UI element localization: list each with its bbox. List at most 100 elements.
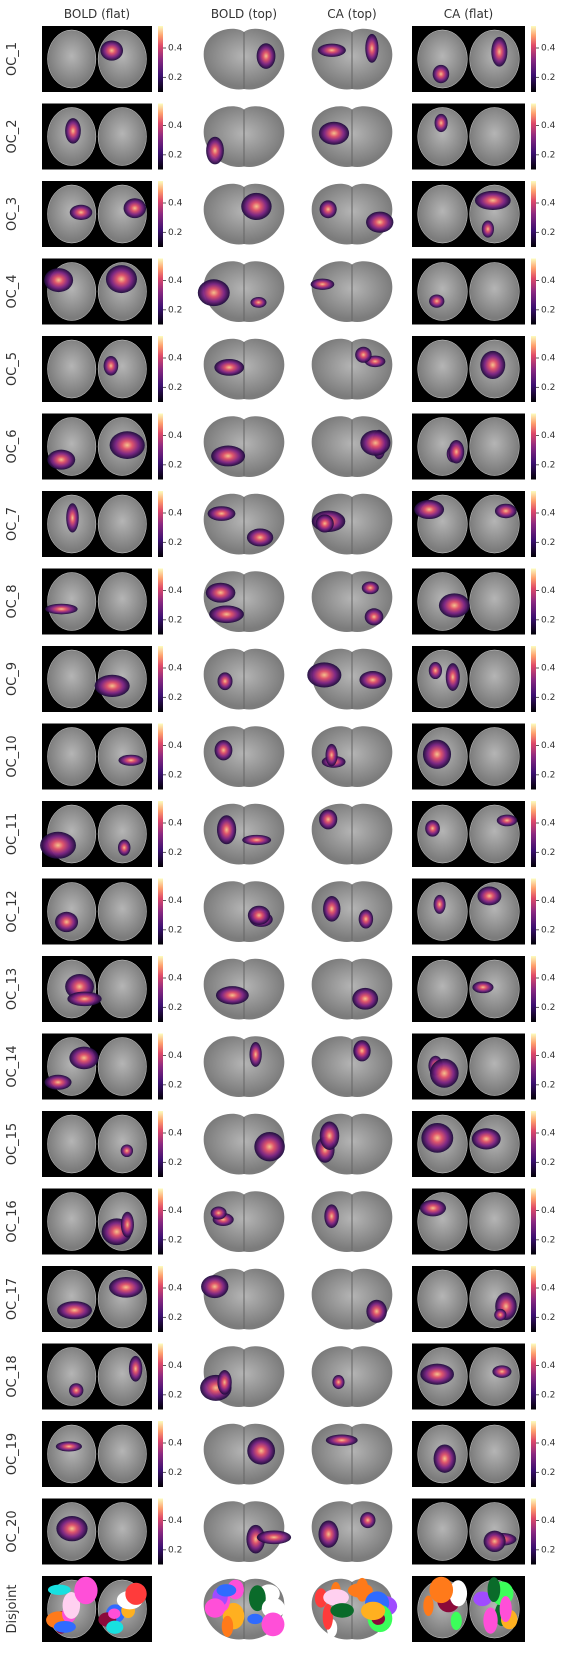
colorbar [531, 181, 536, 247]
colorbar [158, 181, 163, 247]
parcel [423, 1595, 434, 1617]
hemisphere [417, 649, 468, 709]
brain-map [42, 1266, 152, 1332]
colorbar-tick-label: 0.2 [168, 383, 182, 393]
colorbar-tick-label: 0.4 [541, 354, 556, 364]
colorbar-tick-label: 0.4 [168, 896, 183, 906]
colorbar [158, 723, 163, 790]
colorbar-tick-label: 0.2 [541, 1158, 555, 1168]
brain-map [311, 338, 393, 400]
colorbar-tick-label: 0.2 [541, 1003, 555, 1013]
brain-map [412, 1576, 525, 1642]
colorbar-tick-label: 0.2 [541, 1313, 555, 1323]
colorbar [158, 1498, 163, 1565]
hemisphere [417, 107, 468, 166]
activation [481, 220, 494, 238]
brain-map [42, 103, 152, 170]
parcel [261, 1597, 285, 1619]
colorbar-tick-label: 0.2 [168, 150, 182, 160]
brain-map [42, 1111, 152, 1177]
brain-map [203, 1113, 285, 1175]
colorbar-tick-label: 0.4 [541, 44, 556, 54]
colorbar-tick-label: 0.4 [541, 1439, 556, 1449]
notch [91, 218, 103, 247]
row-label: Disjoint [5, 1585, 20, 1634]
row-label: OC_20 [5, 1510, 20, 1552]
notch [462, 1303, 475, 1332]
brain-map [42, 1421, 152, 1487]
colorbar-tick-label: 0.4 [168, 1206, 183, 1216]
activation [474, 190, 511, 211]
activation [310, 278, 335, 290]
colorbar-tick-label: 0.4 [168, 509, 183, 519]
activation [128, 1355, 143, 1382]
activation [353, 1040, 371, 1062]
colorbar-tick-label: 0.4 [168, 1439, 183, 1449]
colorbar-tick-label: 0.2 [541, 1235, 555, 1245]
notch [462, 1380, 475, 1410]
colorbar [531, 1343, 536, 1410]
activation [323, 896, 341, 922]
hemisphere [469, 959, 520, 1019]
brain-map [311, 183, 394, 245]
activation [471, 1128, 501, 1150]
parcel [204, 1598, 226, 1618]
colorbar-tick-label: 0.4 [541, 974, 556, 984]
colorbar [531, 646, 536, 712]
row-label: OC_11 [5, 813, 20, 855]
colorbar-tick-label: 0.4 [541, 896, 556, 906]
activation [216, 815, 237, 845]
colorbar-tick-label: 0.2 [168, 925, 182, 935]
parcel [323, 1589, 349, 1606]
notch [91, 295, 103, 325]
hemisphere [417, 804, 468, 864]
hemisphere [97, 882, 147, 941]
colorbar-tick-label: 0.4 [541, 276, 556, 286]
row-label: OC_10 [5, 735, 20, 777]
activation [45, 603, 78, 615]
colorbar [158, 801, 163, 867]
brain-map [203, 726, 285, 788]
column-title: BOLD (top) [211, 7, 277, 21]
colorbar [158, 1343, 163, 1410]
colorbar-tick-label: 0.4 [168, 974, 183, 984]
row-label: OC_1 [5, 42, 20, 76]
activation [448, 439, 465, 464]
colorbar-tick-label: 0.4 [168, 1361, 183, 1371]
activation [325, 1434, 358, 1446]
brain-map [42, 413, 152, 480]
activation [69, 1383, 84, 1398]
brain-map [307, 648, 393, 710]
hemisphere [47, 572, 97, 631]
notch [462, 993, 475, 1022]
hemisphere [47, 1114, 97, 1174]
activation [425, 820, 440, 837]
activation [483, 1530, 506, 1553]
colorbar [158, 568, 163, 635]
activation [429, 294, 445, 308]
hemisphere [417, 184, 468, 244]
colorbar-tick-label: 0.4 [168, 1129, 183, 1139]
activation [318, 121, 350, 145]
brain-map [412, 568, 525, 635]
colorbar [531, 1266, 536, 1332]
activation [94, 674, 130, 697]
row-label: OC_18 [5, 1355, 20, 1397]
brain-map [311, 958, 393, 1020]
notch [91, 1303, 103, 1332]
notch [462, 1070, 475, 1100]
row-label: OC_7 [5, 507, 20, 541]
parcel [483, 1607, 498, 1634]
colorbar-tick-label: 0.4 [168, 121, 183, 131]
colorbar-tick-label: 0.2 [168, 693, 182, 703]
colorbar-tick-label: 0.4 [541, 664, 556, 674]
parcel [74, 1576, 98, 1605]
parcel [62, 1591, 81, 1619]
activation [246, 1524, 266, 1554]
colorbar-tick-label: 0.2 [168, 1545, 182, 1555]
brain-map [42, 258, 152, 325]
colorbar [158, 258, 163, 325]
brain-map [412, 181, 525, 247]
colorbar-tick-label: 0.2 [168, 538, 182, 548]
activation [100, 40, 124, 61]
